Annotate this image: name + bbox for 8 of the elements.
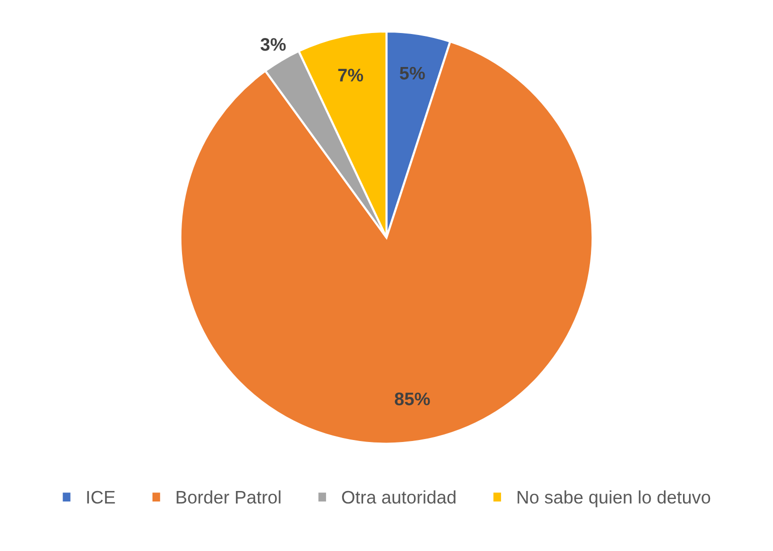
data-label: 3%: [260, 38, 286, 51]
legend-label: Border Patrol: [176, 490, 280, 504]
legend-label: No sabe quien lo detuvo: [518, 490, 710, 508]
legend-label: ICE: [87, 490, 115, 504]
data-label: 85%: [394, 392, 430, 406]
legend-label: Otra autoridad: [342, 490, 456, 504]
data-label: 7%: [338, 68, 364, 82]
data-label: 5%: [400, 66, 425, 80]
